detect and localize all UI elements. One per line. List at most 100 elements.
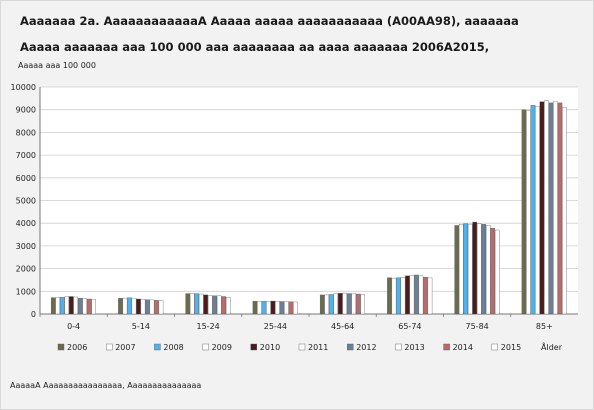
- x-tick-label: 5-14: [132, 322, 150, 331]
- bar-2006-25-44: [252, 301, 258, 315]
- legend-label-2014: 2014: [453, 343, 473, 352]
- y-tick-label: 4000: [16, 219, 36, 228]
- bar-2008-45-64: [328, 294, 334, 315]
- bar-2008-0-4: [59, 297, 65, 315]
- legend-swatch-2014: [443, 343, 450, 351]
- bar-2011-75-84: [476, 223, 482, 315]
- source-note: AaaaaA Aaaaaaaaaaaaaaaa, Aaaaaaaaaaaaaaa: [10, 381, 202, 390]
- bar-2015-0-4: [91, 299, 96, 315]
- bar-2008-75-84: [463, 223, 468, 315]
- x-tick-label: 65-74: [398, 322, 421, 331]
- bar-2009-0-4: [64, 296, 69, 315]
- legend-swatch-2007: [105, 343, 113, 351]
- bar-2014-5-14: [154, 300, 159, 315]
- bar-2010-25-44: [270, 300, 276, 315]
- legend-swatch-2010: [250, 343, 258, 351]
- bar-2014-85+: [557, 102, 563, 315]
- bar-2013-65-74: [418, 275, 424, 315]
- bar-2011-85+: [544, 100, 549, 315]
- legend-label-2009: 2009: [212, 343, 232, 352]
- bar-2009-15-24: [198, 293, 204, 315]
- legend-label-2007: 2007: [115, 343, 135, 352]
- y-tick-label: 6000: [16, 174, 36, 183]
- bar-2012-45-64: [346, 293, 352, 315]
- y-tick-label: 3000: [16, 242, 36, 251]
- bar-2006-15-24: [185, 293, 190, 315]
- bar-2009-45-64: [333, 293, 338, 315]
- bar-2008-15-24: [194, 293, 199, 315]
- bar-2012-65-74: [414, 274, 419, 315]
- bar-2007-0-4: [55, 297, 60, 315]
- bar-2007-45-64: [324, 294, 329, 315]
- bar-2012-15-24: [212, 295, 217, 315]
- bar-2010-45-64: [337, 293, 343, 315]
- bar-2014-65-74: [423, 277, 428, 315]
- legend-swatch-2015: [491, 343, 498, 351]
- legend-swatch-2009: [202, 343, 209, 351]
- bar-2014-45-64: [355, 293, 361, 315]
- bar-2013-5-14: [149, 299, 155, 315]
- x-tick-label: 0-4: [67, 322, 80, 331]
- bar-2012-75-84: [481, 224, 486, 315]
- bar-2015-75-84: [494, 229, 500, 315]
- bar-2013-85+: [553, 101, 558, 315]
- bar-2014-0-4: [86, 298, 92, 315]
- bar-2014-15-24: [221, 296, 226, 315]
- bar-2012-85+: [548, 102, 554, 315]
- bar-2011-15-24: [207, 295, 213, 315]
- bar-2006-85+: [521, 109, 527, 315]
- y-tick-label: 5000: [16, 197, 36, 206]
- bar-2015-65-74: [427, 277, 433, 315]
- legend-swatch-2011: [298, 343, 306, 351]
- bar-2011-0-4: [73, 296, 78, 315]
- legend-swatch-2008: [154, 343, 161, 351]
- y-axis-unit-label: Aaaaa aaa 100 000: [18, 61, 96, 70]
- bar-2012-0-4: [77, 297, 83, 315]
- bar-2012-25-44: [279, 301, 285, 315]
- bar-2008-5-14: [127, 297, 132, 315]
- bar-2006-0-4: [50, 297, 56, 315]
- x-tick-label: 75-84: [466, 322, 489, 331]
- bar-2008-85+: [530, 104, 536, 315]
- bar-2009-65-74: [400, 277, 406, 315]
- bar-2013-45-64: [351, 293, 356, 315]
- y-tick-label: 8000: [16, 128, 36, 137]
- legend-swatch-2006: [57, 343, 65, 351]
- x-tick-label: 45-64: [331, 322, 354, 331]
- bar-2015-5-14: [158, 300, 164, 315]
- bar-2009-75-84: [467, 223, 473, 315]
- y-tick-label: 7000: [16, 151, 36, 160]
- legend-label-2006: 2006: [67, 343, 87, 352]
- bar-2007-85+: [526, 110, 531, 315]
- legend-swatch-2012: [347, 343, 354, 351]
- bar-2015-45-64: [360, 294, 365, 315]
- legend-label-2010: 2010: [260, 343, 280, 352]
- chart-title-line-2: Aaaaa aaaaaaa aaa 100 000 aaa aaaaaaaa a…: [20, 40, 490, 54]
- bar-2007-25-44: [257, 301, 262, 315]
- bar-2012-5-14: [145, 299, 150, 315]
- x-tick-label: 15-24: [197, 322, 220, 331]
- bar-2015-15-24: [225, 297, 231, 315]
- bar-2015-25-44: [293, 301, 298, 315]
- bar-2014-25-44: [288, 301, 294, 315]
- x-tick-labels: 0-4 5-14 15-24 25-44 45-64 65-74 75-84 85+: [39, 314, 553, 331]
- legend-label-2011: 2011: [308, 343, 328, 352]
- y-tick-label: 9000: [16, 106, 36, 115]
- bar-2011-65-74: [409, 275, 415, 315]
- legend-label-2008: 2008: [163, 343, 183, 352]
- y-tick-label: 1000: [16, 287, 36, 296]
- bar-2013-25-44: [284, 301, 289, 315]
- x-axis-title: Ålder: [541, 341, 563, 352]
- x-tick-label: 25-44: [264, 322, 287, 331]
- bar-2010-65-74: [405, 275, 410, 315]
- bar-2009-85+: [535, 106, 540, 315]
- bar-2010-75-84: [472, 221, 477, 315]
- y-tick-label: 10000: [11, 83, 36, 92]
- bar-2013-75-84: [485, 225, 491, 315]
- bar-2006-5-14: [118, 298, 123, 315]
- bar-2009-25-44: [266, 301, 271, 315]
- bar-2007-65-74: [391, 277, 397, 315]
- legend-label-2012: 2012: [356, 343, 376, 352]
- bar-2008-25-44: [261, 301, 267, 315]
